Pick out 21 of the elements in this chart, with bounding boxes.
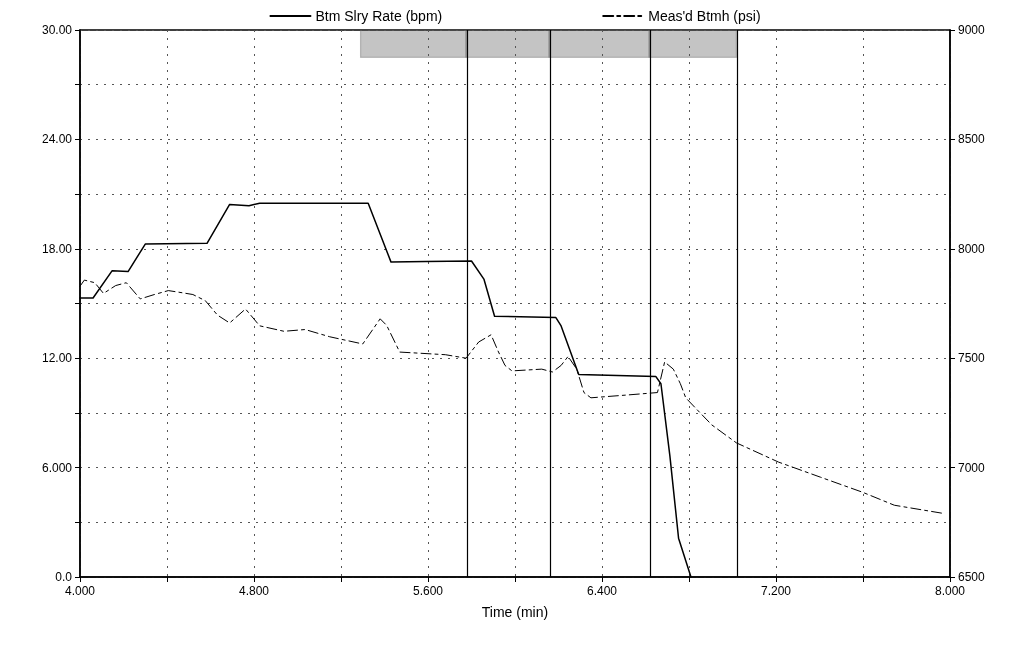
y2-tick-label: 9000 — [958, 23, 986, 37]
x-tick-label: 4.800 — [238, 584, 270, 598]
y-tick-label: 30.00 — [41, 23, 73, 37]
y2-tick-label: 8000 — [958, 241, 986, 256]
x-tick-label: 7.200 — [760, 584, 792, 598]
y-tick-label: 24.00 — [41, 132, 73, 147]
x-tick-label: 4.000 — [64, 584, 96, 598]
x-tick-label: 6.400 — [586, 584, 618, 598]
y-tick-label: 6.000 — [41, 460, 73, 475]
y-tick-label: 12.00 — [41, 351, 73, 366]
x-tick-label: 5.600 — [412, 584, 444, 598]
y2-tick-label: 7500 — [958, 351, 986, 366]
y2-tick-label: 8500 — [958, 132, 986, 147]
x-axis-title: Time (min) — [481, 604, 549, 620]
y-tick-label: 0.0 — [55, 570, 73, 584]
y2-tick-label: 6500 — [958, 570, 986, 584]
y2-tick-label: 7000 — [958, 460, 986, 475]
legend-label: Meas'd Btmh (psi) — [648, 8, 761, 24]
y-tick-label: 18.00 — [41, 241, 73, 256]
x-tick-label: 8.000 — [934, 584, 966, 598]
legend-label: Btm Slry Rate (bpm) — [315, 8, 443, 24]
